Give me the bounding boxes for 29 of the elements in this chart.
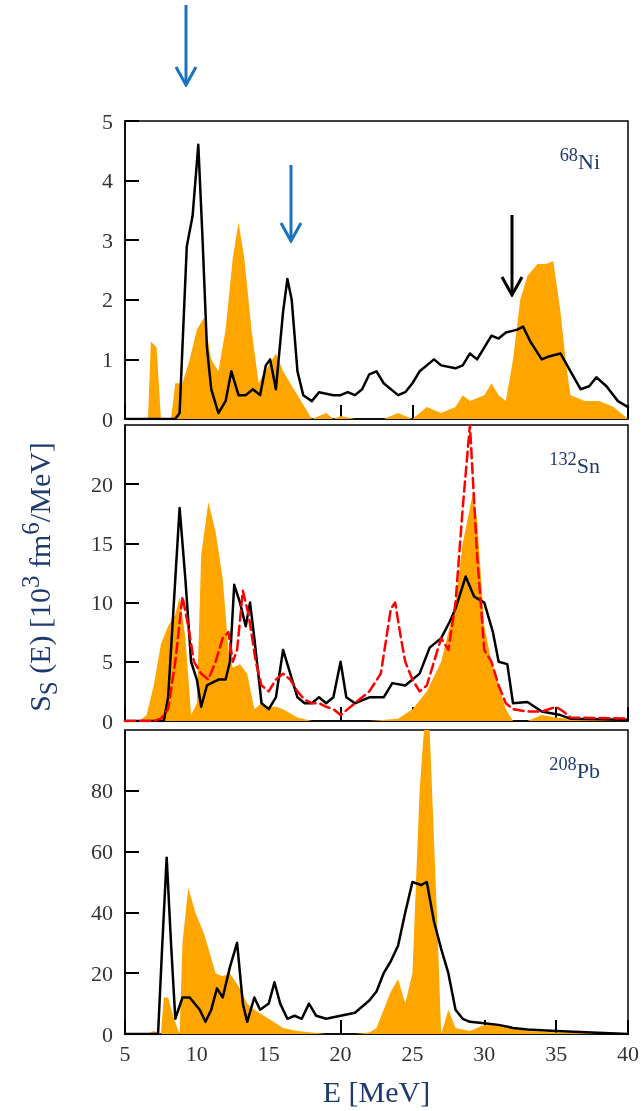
x-tick-label: 5 [119,1040,131,1066]
y-tick-label: 0 [102,708,113,734]
y-tick-label: 80 [91,778,113,804]
x-tick-label: 40 [617,1040,639,1066]
y-tick-label: 10 [91,590,113,616]
y-tick-label: 0 [102,1021,113,1047]
y-tick-label: 20 [91,960,113,986]
annotation: $^{68}$Ni [559,145,600,176]
y-tick-label: 4 [102,168,113,194]
x-tick-label: 30 [473,1040,496,1066]
y-tick-label: 5 [102,649,113,675]
y-tick-label: 2 [102,287,113,313]
x-tick-label: 20 [329,1040,352,1066]
annotation: $^{208}$Pb [549,754,600,785]
y-tick-label: 1 [102,346,113,372]
annotation: $^{132}$Sn [549,449,600,480]
x-tick-label: 25 [401,1040,424,1066]
y-tick-label: 60 [91,839,113,865]
x-tick-label: 15 [257,1040,280,1066]
x-tick-label: 10 [185,1040,208,1066]
y-tick-label: 0 [102,406,113,432]
y-tick-label: 5 [102,108,113,134]
y-tick-label: 40 [91,899,113,925]
line-series [123,423,630,723]
y-tick-label: 15 [91,530,113,556]
x-tick-label: 35 [545,1040,568,1066]
y-tick-label: 3 [102,227,113,253]
y-tick-label: 20 [91,471,113,497]
x-axis-title: E [MeV] [322,1074,431,1108]
